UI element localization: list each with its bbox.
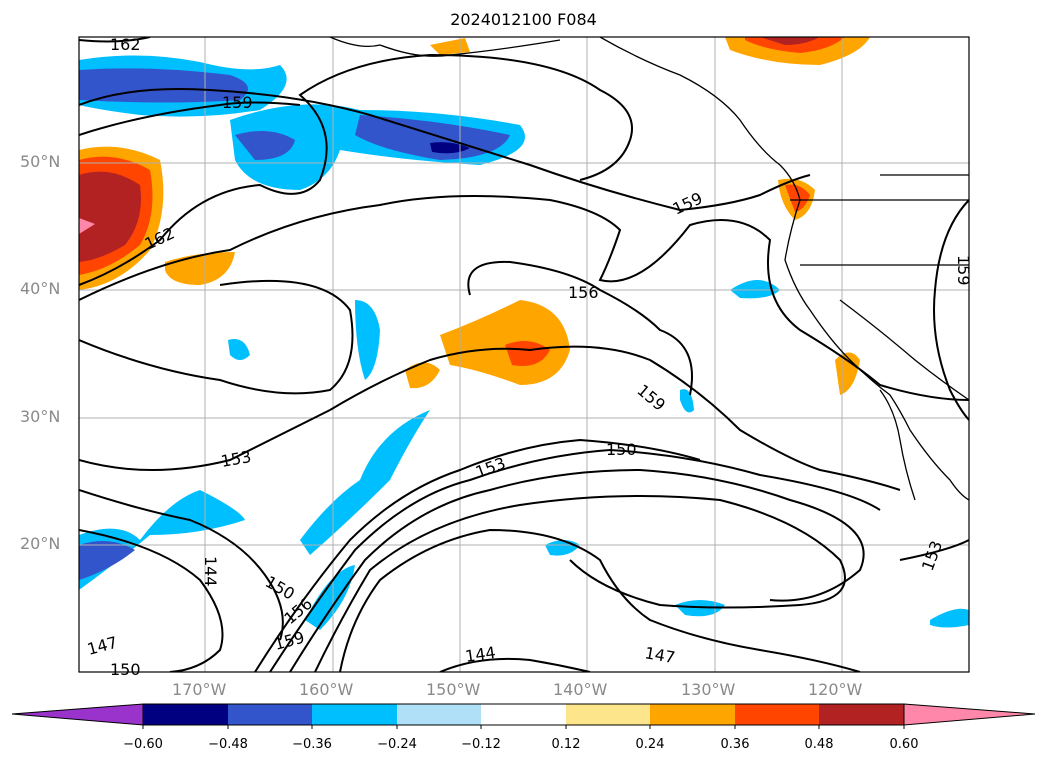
cold-anomaly-sw-core xyxy=(79,541,135,580)
map-frame xyxy=(78,36,970,673)
colorbar-segment xyxy=(650,704,735,725)
warm-anomaly-mid-3 xyxy=(165,252,235,285)
cold-anomaly-south-3 xyxy=(930,608,969,628)
lon-label-170w: 170°W xyxy=(172,680,227,699)
colorbar-frame xyxy=(142,703,905,726)
colorbar-segment xyxy=(735,704,819,725)
colorbar-tick-label: 0.48 xyxy=(804,737,834,752)
lat-label-50n: 50°N xyxy=(20,152,61,171)
colorbar-segment xyxy=(566,704,650,725)
cold-anomaly-streak-3 xyxy=(305,565,355,630)
colorbar-extend-right xyxy=(903,703,1036,726)
cold-anomaly-east xyxy=(730,280,780,299)
contour-label: 159 xyxy=(272,628,306,654)
contour-label: 144 xyxy=(201,556,220,587)
contour-label: 153 xyxy=(918,538,946,573)
lat-label-30n: 30°N xyxy=(20,407,61,426)
graticule xyxy=(79,37,969,672)
colorbar xyxy=(11,703,1036,729)
warm-anomaly-baja xyxy=(835,352,860,395)
lat-label-40n: 40°N xyxy=(20,279,61,298)
contour-label: 150 xyxy=(606,440,637,459)
contour-label: 159 xyxy=(222,93,253,112)
colorbar-segment xyxy=(481,704,566,725)
warm-anomaly-west-max xyxy=(79,171,141,262)
lon-label-150w: 150°W xyxy=(426,680,481,699)
contour-label: 156 xyxy=(568,283,599,302)
cold-anomaly-central-core xyxy=(355,115,510,160)
colorbar-tick-label: −0.60 xyxy=(123,737,163,752)
contour-label: 159 xyxy=(670,188,706,218)
shaded-anomaly-field xyxy=(79,37,969,630)
colorbar-tick-label: 0.60 xyxy=(889,737,919,752)
contour-label: 153 xyxy=(473,453,508,481)
colorbar-tick-label: −0.24 xyxy=(377,737,417,752)
warm-anomaly-top xyxy=(430,38,470,55)
contour-label: 147 xyxy=(85,633,119,659)
cold-anomaly-sw xyxy=(79,490,245,590)
cold-anomaly-streak xyxy=(355,300,380,380)
colorbar-tick-label: 0.12 xyxy=(551,737,581,752)
colorbar-tick-label: −0.48 xyxy=(208,737,248,752)
warm-anomaly-mid-core xyxy=(505,341,550,366)
colorbar-tick-label: 0.36 xyxy=(720,737,750,752)
map-title: 2024012100 F084 xyxy=(450,10,597,29)
colorbar-segment xyxy=(143,704,228,725)
colorbar-ticks xyxy=(142,725,905,729)
warm-anomaly-ne-max xyxy=(760,37,820,45)
colorbar-segment xyxy=(397,704,481,725)
cold-anomaly-isolated-2 xyxy=(680,389,694,413)
contour-label: 153 xyxy=(219,447,252,471)
contour-label: 162 xyxy=(110,35,141,54)
warm-anomaly-west-peak xyxy=(79,218,95,234)
lon-label-130w: 130°W xyxy=(681,680,736,699)
colorbar-segment xyxy=(819,704,904,725)
cold-anomaly-streak-2 xyxy=(300,410,430,555)
colorbar-segment xyxy=(228,704,312,725)
contour-label: 147 xyxy=(643,643,676,667)
colorbar-segment xyxy=(312,704,397,725)
colorbar-tick-label: −0.12 xyxy=(461,737,501,752)
lon-label-120w: 120°W xyxy=(808,680,863,699)
cold-anomaly-south-2 xyxy=(545,540,580,556)
coastlines xyxy=(329,37,969,501)
lon-label-140w: 140°W xyxy=(553,680,608,699)
height-contours xyxy=(79,37,969,672)
lat-label-20n: 20°N xyxy=(20,534,61,553)
warm-anomaly-coast-core xyxy=(785,184,810,212)
warm-anomaly-mid xyxy=(440,300,570,385)
cold-anomaly-isolated xyxy=(228,339,250,360)
warm-anomaly-mid-2 xyxy=(405,362,440,389)
colorbar-tick-label: −0.36 xyxy=(292,737,332,752)
contour-label: 159 xyxy=(633,381,669,415)
contour-label: 150 xyxy=(110,660,141,679)
contour-label: 159 xyxy=(954,255,973,286)
lon-label-160w: 160°W xyxy=(299,680,354,699)
contour-label: 144 xyxy=(464,643,497,666)
warm-anomaly-ne-core xyxy=(745,37,845,53)
colorbar-extend-left xyxy=(11,703,144,726)
colorbar-tick-label: 0.24 xyxy=(635,737,665,752)
cold-anomaly-small-1 xyxy=(235,131,295,160)
